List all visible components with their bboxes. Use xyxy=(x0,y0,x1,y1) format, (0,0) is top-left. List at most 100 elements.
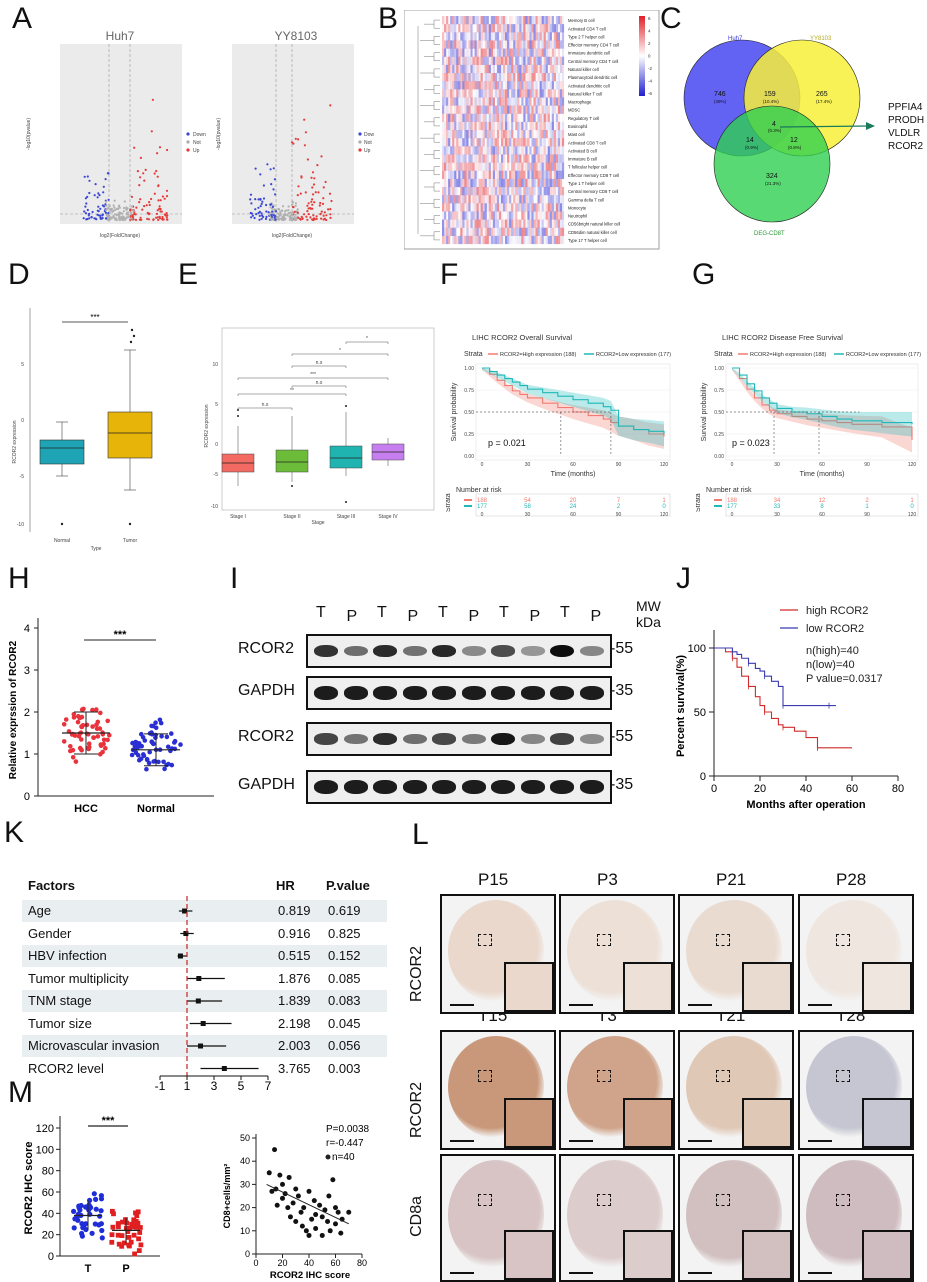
panel-k-header-p: P.value xyxy=(326,878,370,893)
panel-h-dot xyxy=(144,766,149,772)
panel-j-xtick: 60 xyxy=(846,783,858,795)
panel-m-dot xyxy=(79,1233,85,1239)
volcano-point xyxy=(134,218,138,221)
heatmap-row-label: Activated CD4 T cell xyxy=(568,26,606,31)
volcano-point xyxy=(165,195,169,198)
volcano-point xyxy=(306,158,309,161)
forest-p: 0.045 xyxy=(328,1015,361,1031)
panel-h-dot xyxy=(79,714,85,720)
heatmap-row-label: Type 1 T helper cell xyxy=(568,181,604,186)
scatter-point xyxy=(335,1209,341,1215)
volcano-point xyxy=(294,202,297,205)
svg-text:Not: Not xyxy=(364,140,372,146)
tma-zoom-inset xyxy=(742,1098,792,1148)
tma-zoom-inset xyxy=(504,1098,554,1148)
panel-h-dot xyxy=(161,759,166,765)
volcano-point xyxy=(132,210,135,213)
panel-j-legend-high: high RCOR2 xyxy=(806,605,868,617)
panel-m-dot xyxy=(98,1221,104,1227)
venn-label-deg: DEG-CD8T xyxy=(754,231,785,237)
panel-m-scatter-ytick: 0 xyxy=(245,1249,250,1259)
volcano-point xyxy=(297,216,300,219)
volcano-point xyxy=(323,211,326,214)
venn-arrow-head xyxy=(866,122,875,130)
volcano-point xyxy=(84,212,87,215)
volcano-point xyxy=(320,155,323,158)
svg-text:-10: -10 xyxy=(211,504,218,510)
volcano-point xyxy=(117,216,121,220)
panel-h-dot xyxy=(97,726,103,731)
volcano-point xyxy=(277,217,280,220)
volcano-point xyxy=(296,211,299,214)
volcano-point xyxy=(130,211,133,214)
svg-text:Up: Up xyxy=(364,148,371,154)
svg-text:*: * xyxy=(339,348,341,354)
volcano-point xyxy=(85,218,88,221)
forest-point xyxy=(195,998,201,1004)
forest-row: Age 0.819 0.619 xyxy=(22,900,387,922)
volcano-point xyxy=(254,167,257,170)
volcano-point xyxy=(250,202,253,205)
volcano-point xyxy=(97,205,100,208)
panel-g-ylabel: Survival probability xyxy=(701,382,708,441)
volcano-point xyxy=(287,205,290,208)
volcano-point xyxy=(309,216,312,219)
panel-j-xtick: 80 xyxy=(892,783,904,795)
forest-point xyxy=(221,1066,227,1071)
panel-i-kda: kDa xyxy=(636,614,661,630)
scatter-point xyxy=(333,1221,338,1227)
svg-text:Stage II: Stage II xyxy=(283,514,300,520)
panel-j-ytick: 0 xyxy=(700,771,706,783)
volcano-point xyxy=(286,214,289,217)
km-risk-count: 1 xyxy=(865,504,869,510)
panel-e-box-stage-iv xyxy=(371,438,405,466)
km-risk-xtick: 60 xyxy=(819,512,825,518)
panel-m-dot xyxy=(93,1206,99,1212)
forest-hr: 2.003 xyxy=(278,1038,311,1053)
heatmap-row-label: Effector memory CD8 T cell xyxy=(568,173,619,178)
forest-xtick: 5 xyxy=(238,1079,245,1090)
panel-h-ylabel: Relative exprssion of RCOR2 xyxy=(8,640,19,779)
scatter-point xyxy=(298,1209,304,1215)
lane-label: T xyxy=(316,604,326,621)
tma-zoom-inset xyxy=(504,1230,554,1280)
panel-g-legend-high: RCOR2=High expression (188) xyxy=(750,352,826,358)
heatmap-row-label: Type 17 T helper cell xyxy=(568,238,607,243)
heatmap-row-label: Effector memory CD4 T cell xyxy=(568,43,619,48)
km-risk-xtick: 90 xyxy=(616,512,622,518)
panel-letter-k: K xyxy=(4,816,25,849)
panel-d-yticks: 5 0 -5 -10 xyxy=(17,362,24,528)
forest-factor: Gender xyxy=(28,925,72,941)
svg-text:(49%): (49%) xyxy=(714,99,727,104)
panel-d-xcat-tumor: Tumor xyxy=(123,538,138,544)
volcano-point xyxy=(269,168,272,171)
tma-core-image xyxy=(559,1154,675,1282)
forest-hr: 2.198 xyxy=(278,1015,311,1031)
panel-j-xtick: 0 xyxy=(711,783,717,795)
heatmap-row-label: Eosinophil xyxy=(568,124,587,129)
panel-g-title: LIHC RCOR2 Disease Free Survival xyxy=(722,333,843,342)
volcano-point xyxy=(134,213,137,216)
volcano-point xyxy=(305,215,308,218)
panel-h-dot xyxy=(153,725,159,731)
scatter-point xyxy=(326,1193,332,1199)
heatmap-row-label: Mast cell xyxy=(568,132,585,137)
volcano-point xyxy=(294,213,297,216)
volcano-point xyxy=(158,215,161,218)
volcano-right-legend: Down Not Up xyxy=(358,132,374,154)
panel-h-dot xyxy=(147,749,152,755)
volcano-point xyxy=(249,193,253,196)
panel-m-scatter-ticks: 0 20 40 60 80 0 10 20 30 40 50 xyxy=(240,1133,367,1268)
panel-m-ytick: 0 xyxy=(48,1251,54,1263)
panel-h-dot xyxy=(84,731,90,737)
panel-g-risk-title: Number at risk xyxy=(706,487,752,494)
panel-letter-h: H xyxy=(8,562,30,595)
panel-m-scatter-xlabel: RCOR2 IHC score xyxy=(270,1270,350,1280)
svg-text:(17.4%): (17.4%) xyxy=(816,99,832,104)
volcano-point xyxy=(161,218,164,221)
forest-point xyxy=(196,976,202,981)
volcano-point xyxy=(112,204,115,207)
panel-m-dot xyxy=(93,1196,99,1202)
volcano-point xyxy=(291,203,294,206)
svg-text:***: *** xyxy=(310,372,316,378)
